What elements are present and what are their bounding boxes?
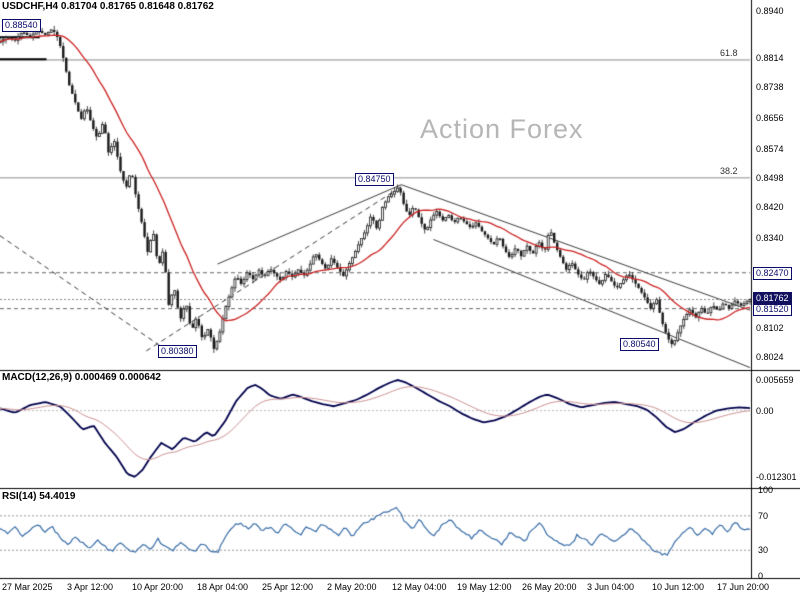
rsi-pane-title: RSI(14) 54.4019 <box>2 491 76 502</box>
macd-pane-title: MACD(12,26,9) 0.000469 0.000642 <box>2 372 161 383</box>
chart-title: USDCHF,H4 0.81704 0.81765 0.81648 0.8176… <box>2 1 214 12</box>
